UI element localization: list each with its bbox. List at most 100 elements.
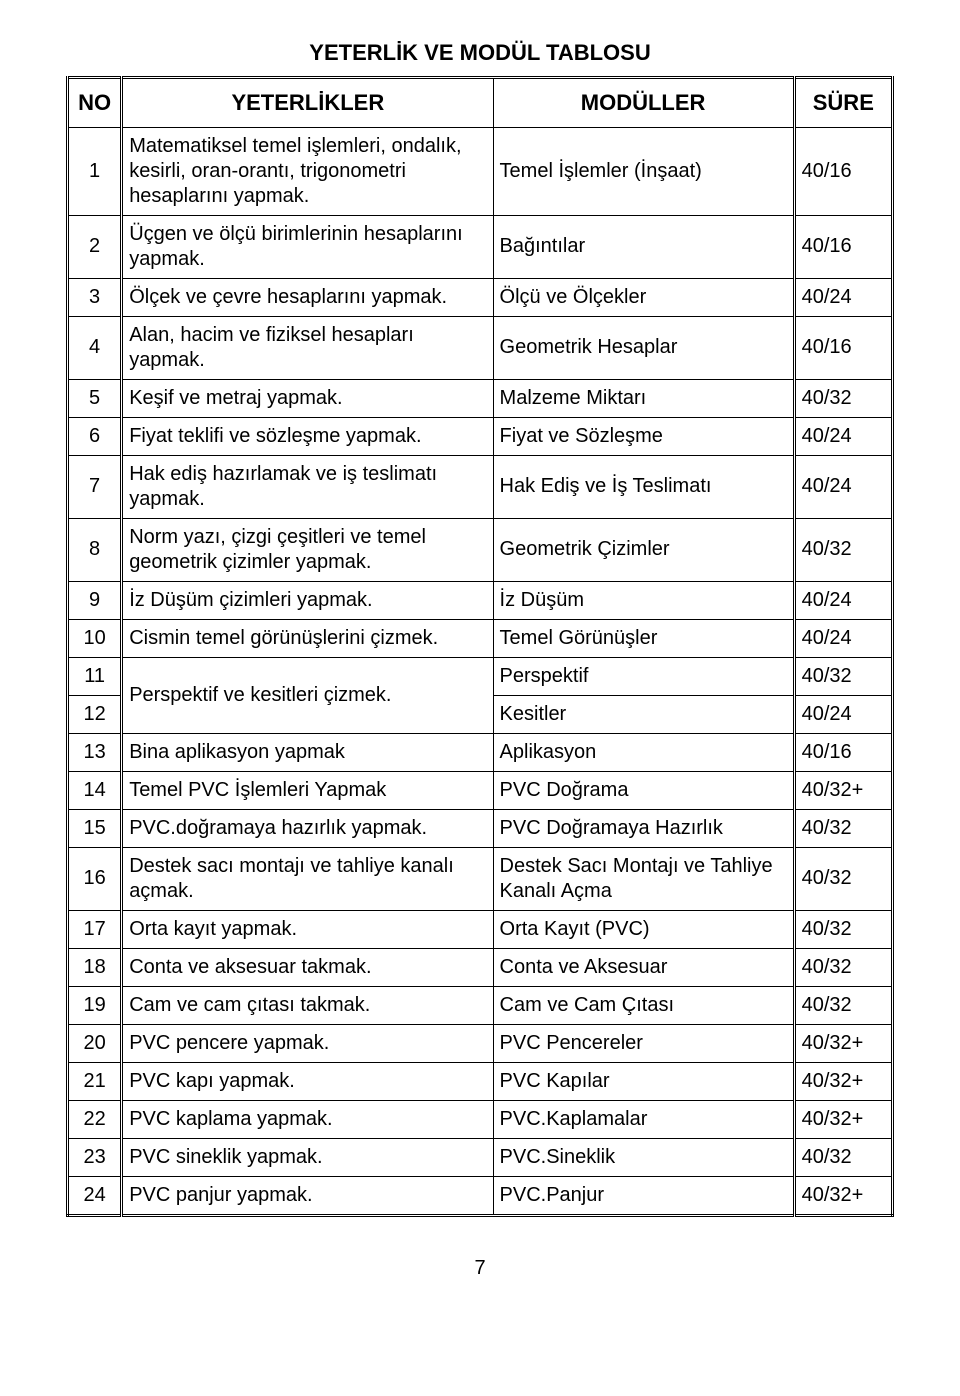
cell-modul: PVC Doğrama <box>493 771 794 809</box>
table-body: 1Matematiksel temel işlemleri, ondalık, … <box>68 127 893 1215</box>
cell-no: 1 <box>68 127 122 215</box>
cell-no: 18 <box>68 948 122 986</box>
cell-sure: 40/16 <box>794 127 892 215</box>
cell-yeterlik: Hak ediş hazırlamak ve iş teslimatı yapm… <box>122 455 493 518</box>
cell-no: 14 <box>68 771 122 809</box>
cell-modul: Aplikasyon <box>493 733 794 771</box>
cell-sure: 40/32 <box>794 518 892 581</box>
cell-modul: Bağıntılar <box>493 215 794 278</box>
page-number: 7 <box>66 1257 894 1280</box>
table-row: 2Üçgen ve ölçü birimlerinin hesaplarını … <box>68 215 893 278</box>
cell-yeterlik: Matematiksel temel işlemleri, ondalık, k… <box>122 127 493 215</box>
cell-yeterlik: PVC pencere yapmak. <box>122 1024 493 1062</box>
cell-yeterlik: Orta kayıt yapmak. <box>122 910 493 948</box>
table-row: 24PVC panjur yapmak.PVC.Panjur40/32+ <box>68 1176 893 1215</box>
cell-no: 9 <box>68 581 122 619</box>
cell-modul: Malzeme Miktarı <box>493 379 794 417</box>
cell-yeterlik: Perspektif ve kesitleri çizmek. <box>122 657 493 733</box>
page-title: YETERLİK VE MODÜL TABLOSU <box>66 40 894 66</box>
cell-modul: PVC Doğramaya Hazırlık <box>493 809 794 847</box>
table-row: 9İz Düşüm çizimleri yapmak.İz Düşüm40/24 <box>68 581 893 619</box>
cell-sure: 40/24 <box>794 278 892 316</box>
cell-yeterlik: Bina aplikasyon yapmak <box>122 733 493 771</box>
cell-yeterlik: Ölçek ve çevre hesaplarını yapmak. <box>122 278 493 316</box>
cell-modul: Temel İşlemler (İnşaat) <box>493 127 794 215</box>
col-header-yeterlikler: YETERLİKLER <box>122 78 493 128</box>
cell-modul: PVC.Kaplamalar <box>493 1100 794 1138</box>
cell-modul: Temel Görünüşler <box>493 619 794 657</box>
table-row: 22PVC kaplama yapmak.PVC.Kaplamalar40/32… <box>68 1100 893 1138</box>
cell-modul: Conta ve Aksesuar <box>493 948 794 986</box>
cell-no: 2 <box>68 215 122 278</box>
table-row: 21PVC kapı yapmak.PVC Kapılar40/32+ <box>68 1062 893 1100</box>
cell-sure: 40/24 <box>794 619 892 657</box>
cell-modul: Fiyat ve Sözleşme <box>493 417 794 455</box>
cell-yeterlik: PVC panjur yapmak. <box>122 1176 493 1215</box>
cell-modul: Kesitler <box>493 695 794 733</box>
cell-sure: 40/16 <box>794 316 892 379</box>
cell-sure: 40/32 <box>794 1138 892 1176</box>
cell-sure: 40/32 <box>794 948 892 986</box>
module-table: NO YETERLİKLER MODÜLLER SÜRE 1Matematiks… <box>66 76 894 1217</box>
table-row: 6Fiyat teklifi ve sözleşme yapmak.Fiyat … <box>68 417 893 455</box>
cell-sure: 40/32 <box>794 657 892 695</box>
cell-yeterlik: Norm yazı, çizgi çeşitleri ve temel geom… <box>122 518 493 581</box>
table-row: 7Hak ediş hazırlamak ve iş teslimatı yap… <box>68 455 893 518</box>
cell-modul: Hak Ediş ve İş Teslimatı <box>493 455 794 518</box>
table-row: 1Matematiksel temel işlemleri, ondalık, … <box>68 127 893 215</box>
cell-modul: Cam ve Cam Çıtası <box>493 986 794 1024</box>
cell-modul: İz Düşüm <box>493 581 794 619</box>
cell-sure: 40/24 <box>794 581 892 619</box>
document-page: YETERLİK VE MODÜL TABLOSU NO YETERLİKLER… <box>0 0 960 1310</box>
cell-sure: 40/24 <box>794 417 892 455</box>
cell-yeterlik: Cismin temel görünüşlerini çizmek. <box>122 619 493 657</box>
cell-modul: Orta Kayıt (PVC) <box>493 910 794 948</box>
cell-sure: 40/32 <box>794 809 892 847</box>
cell-yeterlik: Fiyat teklifi ve sözleşme yapmak. <box>122 417 493 455</box>
cell-modul: PVC Kapılar <box>493 1062 794 1100</box>
table-row: 4Alan, hacim ve fiziksel hesapları yapma… <box>68 316 893 379</box>
table-row: 10Cismin temel görünüşlerini çizmek.Teme… <box>68 619 893 657</box>
cell-no: 17 <box>68 910 122 948</box>
cell-sure: 40/32+ <box>794 1024 892 1062</box>
cell-no: 21 <box>68 1062 122 1100</box>
cell-modul: PVC.Panjur <box>493 1176 794 1215</box>
cell-no: 24 <box>68 1176 122 1215</box>
cell-yeterlik: Keşif ve metraj yapmak. <box>122 379 493 417</box>
cell-modul: Geometrik Hesaplar <box>493 316 794 379</box>
cell-yeterlik: İz Düşüm çizimleri yapmak. <box>122 581 493 619</box>
cell-yeterlik: PVC sineklik yapmak. <box>122 1138 493 1176</box>
cell-modul: PVC Pencereler <box>493 1024 794 1062</box>
cell-yeterlik: Conta ve aksesuar takmak. <box>122 948 493 986</box>
col-header-sure: SÜRE <box>794 78 892 128</box>
table-row: 13Bina aplikasyon yapmakAplikasyon40/16 <box>68 733 893 771</box>
cell-sure: 40/16 <box>794 215 892 278</box>
cell-sure: 40/32+ <box>794 771 892 809</box>
table-row: 17Orta kayıt yapmak.Orta Kayıt (PVC)40/3… <box>68 910 893 948</box>
cell-no: 22 <box>68 1100 122 1138</box>
cell-modul: Ölçü ve Ölçekler <box>493 278 794 316</box>
cell-no: 4 <box>68 316 122 379</box>
cell-sure: 40/24 <box>794 455 892 518</box>
cell-no: 7 <box>68 455 122 518</box>
col-header-moduller: MODÜLLER <box>493 78 794 128</box>
col-header-no: NO <box>68 78 122 128</box>
cell-modul: PVC.Sineklik <box>493 1138 794 1176</box>
table-row: 23PVC sineklik yapmak.PVC.Sineklik40/32 <box>68 1138 893 1176</box>
cell-yeterlik: PVC.doğramaya hazırlık yapmak. <box>122 809 493 847</box>
table-row: 19Cam ve cam çıtası takmak.Cam ve Cam Çı… <box>68 986 893 1024</box>
cell-sure: 40/16 <box>794 733 892 771</box>
cell-no: 3 <box>68 278 122 316</box>
cell-no: 8 <box>68 518 122 581</box>
cell-sure: 40/24 <box>794 695 892 733</box>
cell-no: 15 <box>68 809 122 847</box>
cell-sure: 40/32 <box>794 910 892 948</box>
cell-no: 6 <box>68 417 122 455</box>
table-row: 15PVC.doğramaya hazırlık yapmak.PVC Doğr… <box>68 809 893 847</box>
cell-yeterlik: PVC kapı yapmak. <box>122 1062 493 1100</box>
cell-sure: 40/32 <box>794 986 892 1024</box>
cell-yeterlik: Destek sacı montajı ve tahliye kanalı aç… <box>122 847 493 910</box>
cell-modul: Perspektif <box>493 657 794 695</box>
cell-no: 23 <box>68 1138 122 1176</box>
cell-sure: 40/32 <box>794 847 892 910</box>
